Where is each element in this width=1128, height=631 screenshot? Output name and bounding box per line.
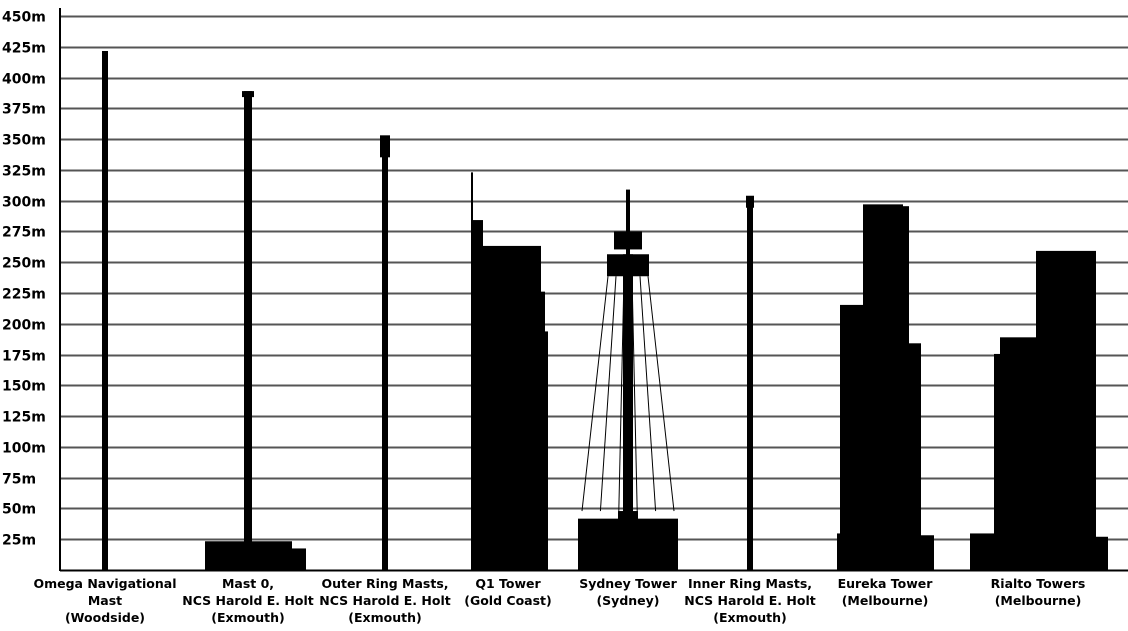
category-label-line: (Exmouth) — [713, 610, 786, 625]
y-tick-label: 175m — [2, 349, 46, 365]
y-tick-label: 300m — [2, 195, 46, 211]
y-tick-label: 75m — [2, 472, 36, 488]
y-tick-label: 125m — [2, 410, 46, 426]
structure-silhouette — [578, 189, 678, 570]
silhouette-block — [244, 91, 252, 570]
category-label: Outer Ring Masts, NCS Harold E. Holt (Exmo… — [319, 576, 450, 625]
silhouette-block — [746, 195, 754, 208]
category-label-line: (Sydney) — [596, 593, 659, 608]
structure-silhouette — [380, 135, 390, 570]
support-cable — [618, 276, 625, 512]
y-tick-label: 150m — [2, 379, 46, 395]
y-tick-label: 400m — [2, 72, 46, 88]
category-label-line: (Melbourne) — [842, 593, 929, 608]
y-tick-label: 25m — [2, 533, 36, 549]
category-label: Sydney Tower (Sydney) — [579, 576, 677, 608]
y-tick-label: 225m — [2, 287, 46, 303]
category-label-line: Eureka Tower — [838, 576, 934, 591]
silhouette-block — [626, 189, 630, 570]
category-label-line: Mast — [88, 593, 122, 608]
silhouette-block — [380, 135, 390, 158]
category-label-line: Omega Navigational — [33, 576, 176, 591]
structure-silhouette — [970, 250, 1108, 570]
category-label: Omega Navigational Mast (Woodside) — [33, 576, 176, 625]
y-tick-label: 250m — [2, 256, 46, 272]
silhouette-block — [1000, 337, 1040, 570]
x-axis-category-labels: Omega Navigational Mast (Woodside) Mast 0, N… — [33, 576, 1085, 625]
support-cable — [647, 276, 675, 512]
silhouette-block — [747, 206, 753, 570]
y-tick-label: 425m — [2, 41, 46, 57]
category-label: Q1 Tower (Gold Coast) — [464, 576, 551, 608]
y-tick-label: 275m — [2, 225, 46, 241]
structure-silhouette — [837, 204, 934, 571]
category-label: Mast 0, NCS Harold E. Holt (Exmouth) — [182, 576, 313, 625]
category-label-line: (Melbourne) — [995, 593, 1082, 608]
silhouette-block — [242, 91, 254, 98]
category-label-line: Rialto Towers — [991, 576, 1086, 591]
y-tick-label: 100m — [2, 441, 46, 457]
category-label-line: NCS Harold E. Holt — [684, 593, 815, 608]
category-label: Rialto Towers (Melbourne) — [991, 576, 1086, 608]
silhouette-block — [382, 151, 388, 570]
silhouette-block — [538, 391, 543, 570]
y-tick-label: 325m — [2, 164, 46, 180]
silhouette-block — [909, 343, 921, 570]
structure-silhouette — [746, 195, 754, 570]
support-cable — [581, 276, 609, 512]
silhouette-block — [840, 304, 863, 570]
category-label: Inner Ring Masts, NCS Harold E. Holt (Exmo… — [684, 576, 815, 625]
silhouette-block — [921, 535, 934, 570]
category-label-line: Q1 Tower — [475, 576, 541, 591]
support-cable — [631, 276, 638, 512]
y-axis-tick-labels: 25m 50m 75m 100m 125m 150m 175m 200m 225m 250m 275… — [2, 10, 46, 549]
category-label-line: NCS Harold E. Holt — [319, 593, 450, 608]
silhouette-block — [471, 220, 483, 571]
category-label: Eureka Tower (Melbourne) — [838, 576, 934, 608]
category-label-line: (Exmouth) — [348, 610, 421, 625]
silhouette-block — [102, 50, 108, 571]
support-cable — [639, 276, 657, 512]
silhouette-block — [863, 204, 903, 571]
structure-silhouette — [471, 172, 548, 571]
silhouette-block — [292, 548, 306, 570]
y-tick-label: 375m — [2, 102, 46, 118]
silhouette-block — [902, 206, 909, 570]
silhouette-block — [1090, 267, 1096, 570]
structure-silhouette — [205, 91, 306, 570]
category-label-line: Mast 0, — [222, 576, 274, 591]
category-label-line: (Exmouth) — [211, 610, 284, 625]
category-label-line: (Gold Coast) — [464, 593, 551, 608]
category-label-line: Outer Ring Masts, — [321, 576, 448, 591]
silhouette-block — [994, 353, 1000, 570]
y-tick-label: 450m — [2, 10, 46, 26]
support-cable — [599, 276, 617, 512]
silhouette-block — [1036, 250, 1096, 570]
y-tick-label: 200m — [2, 318, 46, 334]
structure-silhouettes — [102, 50, 1108, 571]
silhouette-block — [471, 172, 473, 570]
grid-lines — [60, 15, 1128, 541]
category-label-line: NCS Harold E. Holt — [182, 593, 313, 608]
y-tick-label: 350m — [2, 133, 46, 149]
category-label-line: Inner Ring Masts, — [688, 576, 812, 591]
silhouette-block — [1096, 536, 1108, 570]
y-tick-label: 50m — [2, 502, 36, 518]
structure-silhouette — [102, 50, 108, 571]
category-label-line: (Woodside) — [65, 610, 145, 625]
silhouette-block — [970, 533, 994, 570]
category-label-line: Sydney Tower — [579, 576, 677, 591]
